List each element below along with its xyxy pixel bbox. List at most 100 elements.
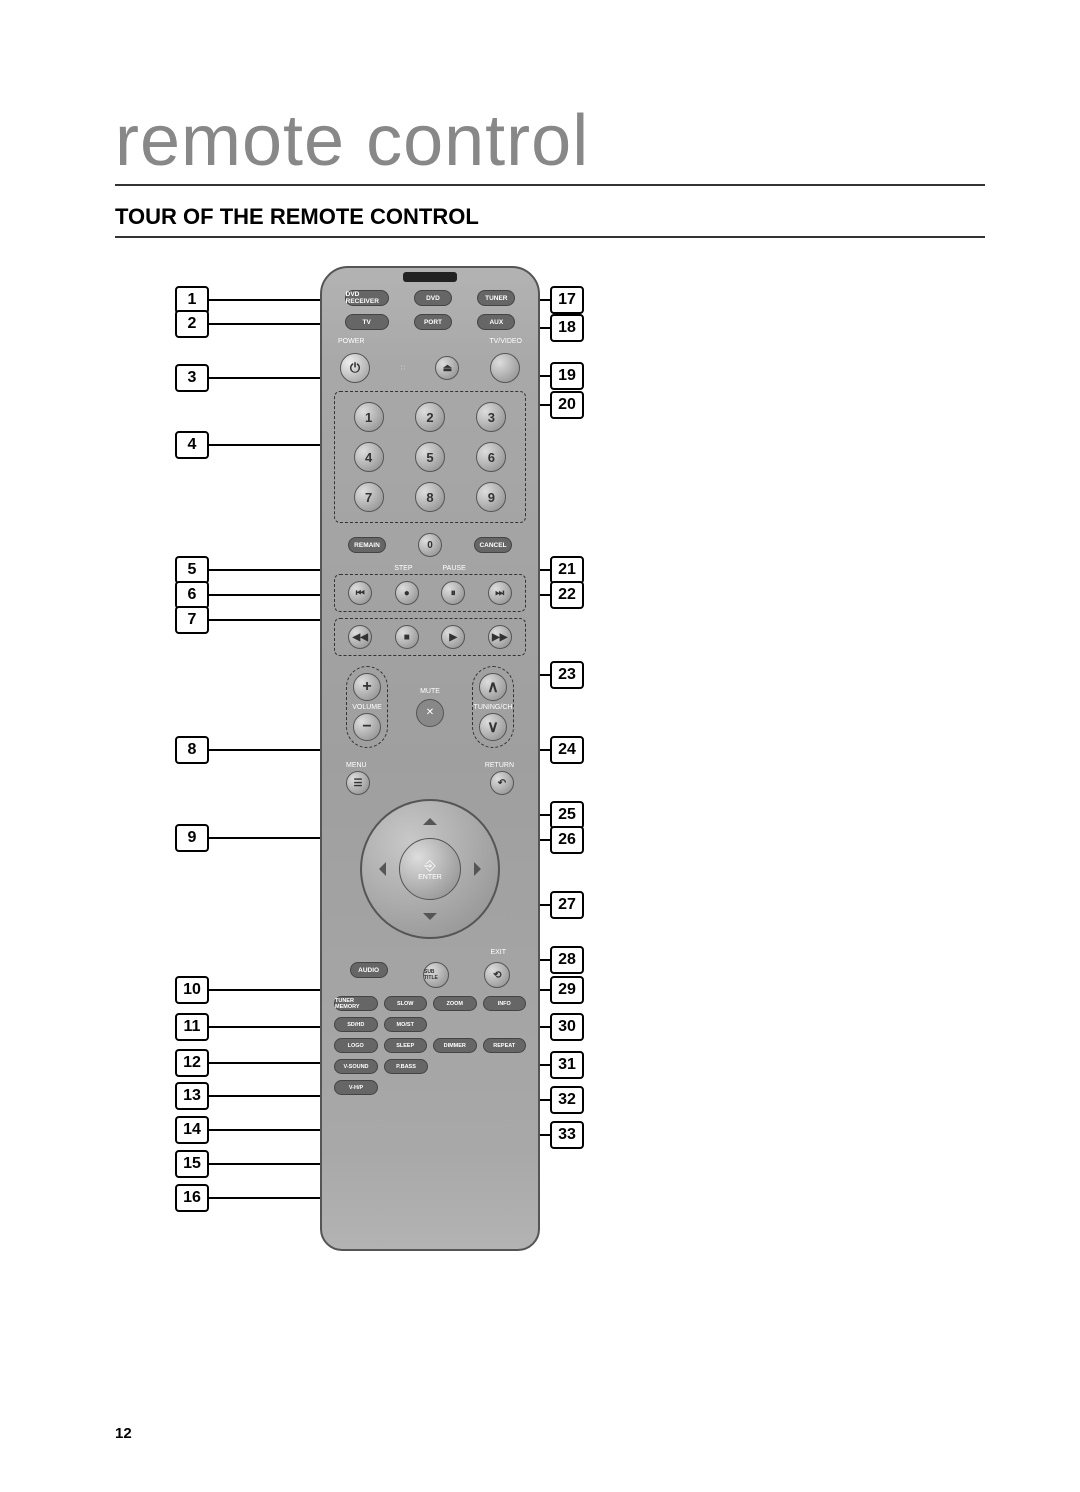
power-button[interactable]: ⏻ <box>340 353 370 383</box>
tvvideo-label: TV/VIDEO <box>489 338 522 345</box>
exit-label: EXIT <box>332 949 528 956</box>
nav-up-icon <box>423 811 437 825</box>
menu-label: MENU <box>346 762 367 769</box>
mute-button[interactable]: ✕ <box>416 699 444 727</box>
func-button[interactable]: ZOOM <box>433 996 477 1011</box>
tvvideo-button[interactable] <box>490 353 520 383</box>
callout-11: 11 <box>175 1013 209 1041</box>
func-button[interactable]: SLEEP <box>384 1038 428 1053</box>
mode-button[interactable]: TV <box>345 314 389 330</box>
nav-down-icon <box>423 913 437 927</box>
callout-8: 8 <box>175 736 209 764</box>
tuning-label: TUNING/CH <box>474 704 513 711</box>
numpad-button[interactable]: 3 <box>476 402 506 432</box>
mode-button[interactable]: AUX <box>477 314 515 330</box>
numpad-zero[interactable]: 0 <box>418 533 442 557</box>
numpad-button[interactable]: 7 <box>354 482 384 512</box>
numpad-button[interactable]: 1 <box>354 402 384 432</box>
tuning-up-button[interactable]: ∧ <box>479 673 507 701</box>
callout-3: 3 <box>175 364 209 392</box>
enter-button[interactable]: ⎆ ENTER <box>399 838 461 900</box>
callout-18: 18 <box>550 314 584 342</box>
skip-back-button[interactable]: ⏮ <box>348 581 372 605</box>
step-button[interactable]: ● <box>395 581 419 605</box>
remote-diagram: 1234567891011121314151617181920212223242… <box>120 266 980 1346</box>
nav-left-icon <box>372 862 386 876</box>
volume-label: VOLUME <box>352 704 382 711</box>
func-button[interactable]: INFO <box>483 996 527 1011</box>
volume-up-button[interactable]: + <box>353 673 381 701</box>
numpad-button[interactable]: 8 <box>415 482 445 512</box>
cancel-button[interactable]: CANCEL <box>474 537 512 553</box>
eject-button[interactable]: ⏏ <box>435 356 459 380</box>
func-button[interactable]: TUNER MEMORY <box>334 996 378 1011</box>
func-button[interactable]: P.BASS <box>384 1059 428 1074</box>
pause-label: PAUSE <box>443 565 466 572</box>
mode-button[interactable]: DVD RECEIVER <box>345 290 389 306</box>
return-button[interactable]: ↶ <box>490 771 514 795</box>
callout-13: 13 <box>175 1082 209 1110</box>
callout-12: 12 <box>175 1049 209 1077</box>
callout-26: 26 <box>550 826 584 854</box>
callout-5: 5 <box>175 556 209 584</box>
mode-button[interactable]: DVD <box>414 290 452 306</box>
tuning-group: ∧ TUNING/CH ∨ <box>472 666 514 748</box>
audio-button[interactable]: AUDIO <box>350 962 388 978</box>
return-label: RETURN <box>485 762 514 769</box>
callout-25: 25 <box>550 801 584 829</box>
func-button[interactable]: DIMMER <box>433 1038 477 1053</box>
func-button[interactable]: V-SOUND <box>334 1059 378 1074</box>
pause-button[interactable]: ⏸ <box>441 581 465 605</box>
indicator-dots: ∷ <box>401 364 405 372</box>
page-title: remote control <box>115 100 985 186</box>
rewind-button[interactable]: ◀◀ <box>348 625 372 649</box>
skip-fwd-button[interactable]: ⏭ <box>488 581 512 605</box>
func-button[interactable]: REPEAT <box>483 1038 527 1053</box>
numpad-group: 1 2 3 4 5 6 7 8 9 <box>334 391 526 523</box>
tuning-down-button[interactable]: ∨ <box>479 713 507 741</box>
ffwd-button[interactable]: ▶▶ <box>488 625 512 649</box>
callout-27: 27 <box>550 891 584 919</box>
func-button[interactable]: MO/ST <box>384 1017 428 1032</box>
numpad-button[interactable]: 5 <box>415 442 445 472</box>
step-label: STEP <box>394 565 412 572</box>
stop-button[interactable]: ■ <box>395 625 419 649</box>
section-subtitle: TOUR OF THE REMOTE CONTROL <box>115 204 985 238</box>
callout-7: 7 <box>175 606 209 634</box>
callout-2: 2 <box>175 310 209 338</box>
numpad-button[interactable]: 2 <box>415 402 445 432</box>
callout-31: 31 <box>550 1051 584 1079</box>
subtitle-button[interactable]: SUB TITLE <box>423 962 449 988</box>
callout-9: 9 <box>175 824 209 852</box>
callout-29: 29 <box>550 976 584 1004</box>
mode-button[interactable]: PORT <box>414 314 452 330</box>
callout-10: 10 <box>175 976 209 1004</box>
remain-button[interactable]: REMAIN <box>348 537 386 553</box>
callout-19: 19 <box>550 362 584 390</box>
numpad-button[interactable]: 9 <box>476 482 506 512</box>
nav-right-icon <box>474 862 488 876</box>
callout-23: 23 <box>550 661 584 689</box>
callout-4: 4 <box>175 431 209 459</box>
func-button[interactable]: SD/HD <box>334 1017 378 1032</box>
callout-24: 24 <box>550 736 584 764</box>
callout-33: 33 <box>550 1121 584 1149</box>
nav-wheel[interactable]: ⎆ ENTER <box>360 799 500 939</box>
func-button[interactable]: V-H/P <box>334 1080 378 1095</box>
callout-15: 15 <box>175 1150 209 1178</box>
func-button[interactable]: SLOW <box>384 996 428 1011</box>
volume-group: + VOLUME − <box>346 666 388 748</box>
play-button[interactable]: ▶ <box>441 625 465 649</box>
mute-label: MUTE <box>420 688 440 695</box>
callout-17: 17 <box>550 286 584 314</box>
menu-button[interactable]: ☰ <box>346 771 370 795</box>
numpad-button[interactable]: 4 <box>354 442 384 472</box>
callout-6: 6 <box>175 581 209 609</box>
numpad-button[interactable]: 6 <box>476 442 506 472</box>
callout-21: 21 <box>550 556 584 584</box>
volume-down-button[interactable]: − <box>353 713 381 741</box>
ir-window <box>403 272 457 282</box>
mode-button[interactable]: TUNER <box>477 290 515 306</box>
exit-button[interactable]: ⟲ <box>484 962 510 988</box>
func-button[interactable]: LOGO <box>334 1038 378 1053</box>
